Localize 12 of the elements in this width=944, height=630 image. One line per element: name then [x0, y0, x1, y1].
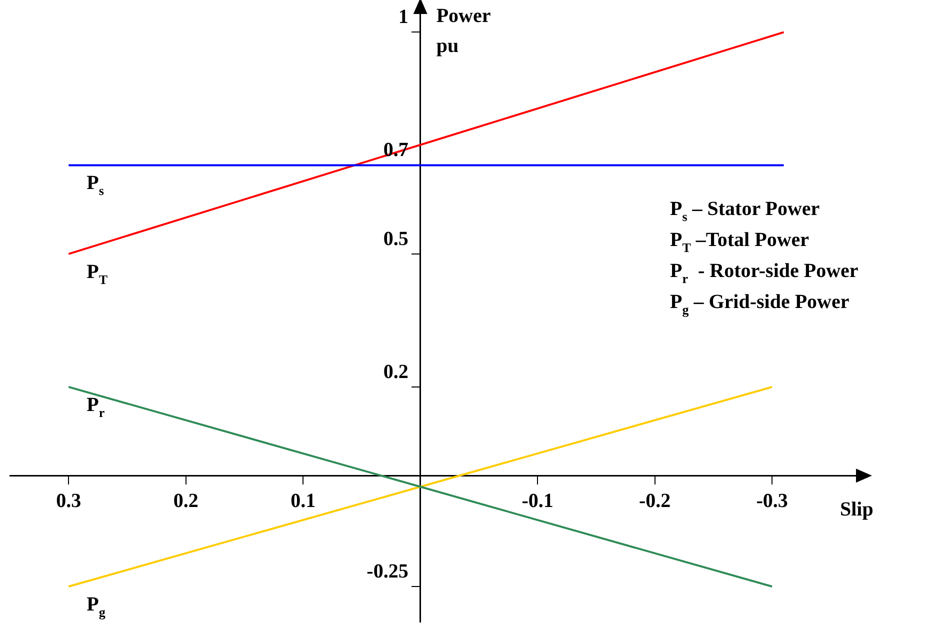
- y-axis-title: Power pu: [436, 5, 491, 57]
- y-tick-label: 1: [398, 6, 408, 28]
- x-tick-label: -0.2: [638, 490, 671, 512]
- y-tick-label: 0.2: [383, 360, 408, 383]
- y-tick-label: -0.25: [366, 560, 408, 583]
- x-tick-label: -0.1: [522, 490, 554, 512]
- x-tick-label: 0.3: [56, 490, 82, 512]
- y-tick-label: 0.5: [383, 228, 408, 250]
- x-tick-label: -0.3: [756, 490, 788, 512]
- x-tick-label: 0.1: [290, 490, 316, 512]
- x-axis-title: Slip: [840, 498, 874, 521]
- x-tick-label: 0.2: [173, 490, 198, 512]
